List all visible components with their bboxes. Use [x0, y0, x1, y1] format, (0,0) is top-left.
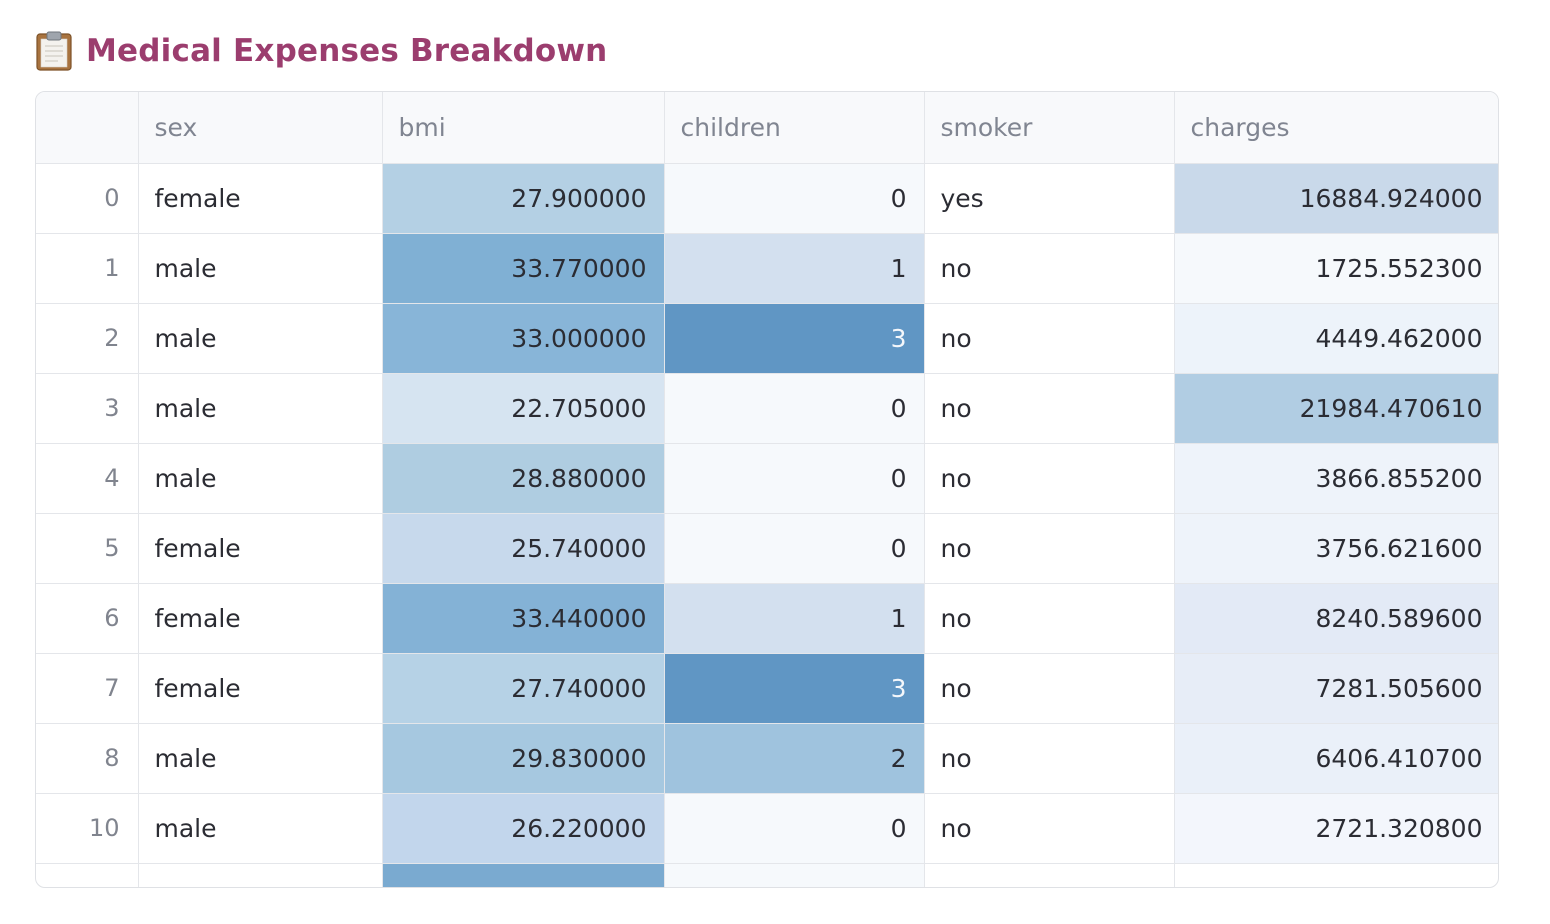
table-row: 2 male 33.000000 3 no 4449.462000 — [36, 303, 1498, 374]
row-index-cell[interactable]: 8 — [36, 723, 139, 794]
bmi-cell[interactable]: 25.740000 — [382, 513, 665, 584]
partial-cell — [138, 863, 383, 887]
header-index[interactable] — [36, 92, 139, 164]
charges-cell[interactable]: 2721.320800 — [1174, 793, 1498, 864]
children-cell[interactable]: 1 — [664, 233, 925, 304]
table-row: 4 male 28.880000 0 no 3866.855200 — [36, 443, 1498, 514]
smoker-cell[interactable]: no — [924, 303, 1175, 374]
smoker-cell[interactable]: no — [924, 723, 1175, 794]
children-cell[interactable]: 1 — [664, 583, 925, 654]
sex-cell[interactable]: male — [138, 723, 383, 794]
page-title: Medical Expenses Breakdown — [86, 33, 608, 69]
charges-cell[interactable]: 3866.855200 — [1174, 443, 1498, 514]
row-index-cell[interactable]: 3 — [36, 373, 139, 444]
charges-cell[interactable]: 3756.621600 — [1174, 513, 1498, 584]
table-body: 0 female 27.900000 0 yes 16884.924000 1 male 33.… — [36, 163, 1498, 887]
charges-cell[interactable]: 4449.462000 — [1174, 303, 1498, 374]
smoker-cell[interactable]: no — [924, 513, 1175, 584]
sex-cell[interactable]: male — [138, 443, 383, 514]
bmi-cell[interactable]: 33.770000 — [382, 233, 665, 304]
table-row: 7 female 27.740000 3 no 7281.505600 — [36, 653, 1498, 724]
row-index-cell[interactable]: 6 — [36, 583, 139, 654]
children-cell[interactable]: 0 — [664, 513, 925, 584]
header-children[interactable]: children — [664, 92, 925, 164]
header-charges[interactable]: charges — [1174, 92, 1498, 164]
partial-cell — [36, 863, 139, 887]
row-index-cell[interactable]: 4 — [36, 443, 139, 514]
row-index-cell[interactable]: 1 — [36, 233, 139, 304]
bmi-cell[interactable]: 33.000000 — [382, 303, 665, 374]
smoker-cell[interactable]: no — [924, 583, 1175, 654]
children-cell[interactable]: 0 — [664, 373, 925, 444]
smoker-cell[interactable]: no — [924, 443, 1175, 514]
smoker-cell[interactable]: no — [924, 793, 1175, 864]
sex-cell[interactable]: female — [138, 653, 383, 724]
header-smoker[interactable]: smoker — [924, 92, 1175, 164]
row-index-cell[interactable]: 2 — [36, 303, 139, 374]
table-row-partial — [36, 863, 1498, 887]
charges-cell[interactable]: 8240.589600 — [1174, 583, 1498, 654]
sex-cell[interactable]: female — [138, 583, 383, 654]
sex-cell[interactable]: male — [138, 303, 383, 374]
charges-cell[interactable]: 1725.552300 — [1174, 233, 1498, 304]
partial-cell — [382, 863, 665, 887]
smoker-cell[interactable]: no — [924, 653, 1175, 724]
charges-cell[interactable]: 16884.924000 — [1174, 163, 1498, 234]
data-table-frame[interactable]: sex bmi children smoker charges 0 female 2… — [35, 91, 1499, 888]
sex-cell[interactable]: male — [138, 793, 383, 864]
partial-cell — [664, 863, 925, 887]
table-header-row: sex bmi children smoker charges — [36, 92, 1498, 164]
table-row: 0 female 27.900000 0 yes 16884.924000 — [36, 163, 1498, 234]
row-index-cell[interactable]: 10 — [36, 793, 139, 864]
children-cell[interactable]: 2 — [664, 723, 925, 794]
bmi-cell[interactable]: 27.900000 — [382, 163, 665, 234]
bmi-cell[interactable]: 28.880000 — [382, 443, 665, 514]
clipboard-icon — [36, 31, 72, 71]
bmi-cell[interactable]: 29.830000 — [382, 723, 665, 794]
children-cell[interactable]: 0 — [664, 443, 925, 514]
title-row: Medical Expenses Breakdown — [36, 28, 607, 74]
smoker-cell[interactable]: yes — [924, 163, 1175, 234]
bmi-cell[interactable]: 26.220000 — [382, 793, 665, 864]
row-index-cell[interactable]: 5 — [36, 513, 139, 584]
bmi-cell[interactable]: 22.705000 — [382, 373, 665, 444]
table-row: 5 female 25.740000 0 no 3756.621600 — [36, 513, 1498, 584]
smoker-cell[interactable]: no — [924, 373, 1175, 444]
sex-cell[interactable]: male — [138, 373, 383, 444]
sex-cell[interactable]: female — [138, 163, 383, 234]
sex-cell[interactable]: female — [138, 513, 383, 584]
row-index-cell[interactable]: 7 — [36, 653, 139, 724]
table-row: 1 male 33.770000 1 no 1725.552300 — [36, 233, 1498, 304]
header-sex[interactable]: sex — [138, 92, 383, 164]
header-bmi[interactable]: bmi — [382, 92, 665, 164]
table-row: 8 male 29.830000 2 no 6406.410700 — [36, 723, 1498, 794]
data-table: sex bmi children smoker charges 0 female 2… — [36, 92, 1498, 887]
bmi-cell[interactable]: 27.740000 — [382, 653, 665, 724]
children-cell[interactable]: 0 — [664, 793, 925, 864]
smoker-cell[interactable]: no — [924, 233, 1175, 304]
partial-cell — [1174, 863, 1498, 887]
table-row: 6 female 33.440000 1 no 8240.589600 — [36, 583, 1498, 654]
table-row: 3 male 22.705000 0 no 21984.470610 — [36, 373, 1498, 444]
partial-cell — [924, 863, 1175, 887]
charges-cell[interactable]: 21984.470610 — [1174, 373, 1498, 444]
children-cell[interactable]: 3 — [664, 303, 925, 374]
children-cell[interactable]: 3 — [664, 653, 925, 724]
charges-cell[interactable]: 7281.505600 — [1174, 653, 1498, 724]
table-row: 10 male 26.220000 0 no 2721.320800 — [36, 793, 1498, 864]
children-cell[interactable]: 0 — [664, 163, 925, 234]
charges-cell[interactable]: 6406.410700 — [1174, 723, 1498, 794]
bmi-cell[interactable]: 33.440000 — [382, 583, 665, 654]
sex-cell[interactable]: male — [138, 233, 383, 304]
row-index-cell[interactable]: 0 — [36, 163, 139, 234]
